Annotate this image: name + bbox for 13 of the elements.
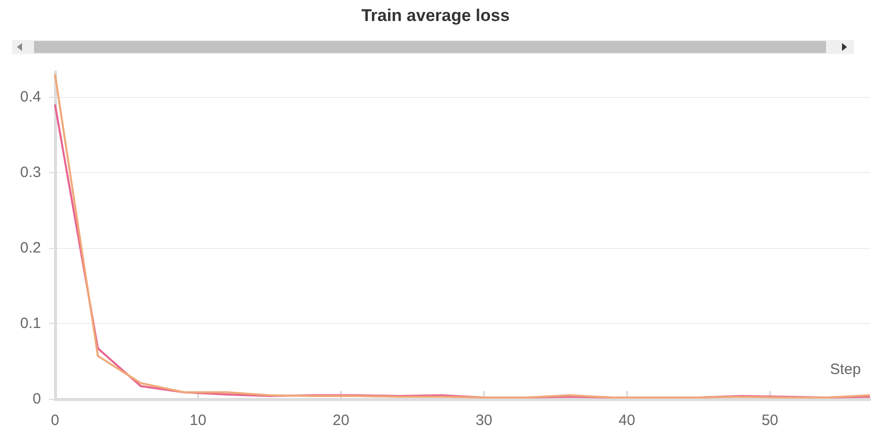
x-axis-title: Step xyxy=(830,361,861,378)
x-tick-label: 20 xyxy=(332,412,350,429)
x-tick-label: 50 xyxy=(762,412,778,429)
chart-title: Train average loss xyxy=(360,6,511,26)
x-tick-label: 10 xyxy=(190,412,206,429)
y-tick-label: 0 xyxy=(32,390,41,408)
y-tick-label: 0.4 xyxy=(20,88,41,106)
x-tick-label: 0 xyxy=(50,412,60,429)
y-tick-label: 0.1 xyxy=(20,314,41,332)
x-tick-label: 30 xyxy=(476,412,492,429)
y-tick-label: 0.3 xyxy=(20,164,41,181)
y-tick-label: 0.2 xyxy=(20,239,41,256)
x-tick-label: 40 xyxy=(618,412,636,429)
